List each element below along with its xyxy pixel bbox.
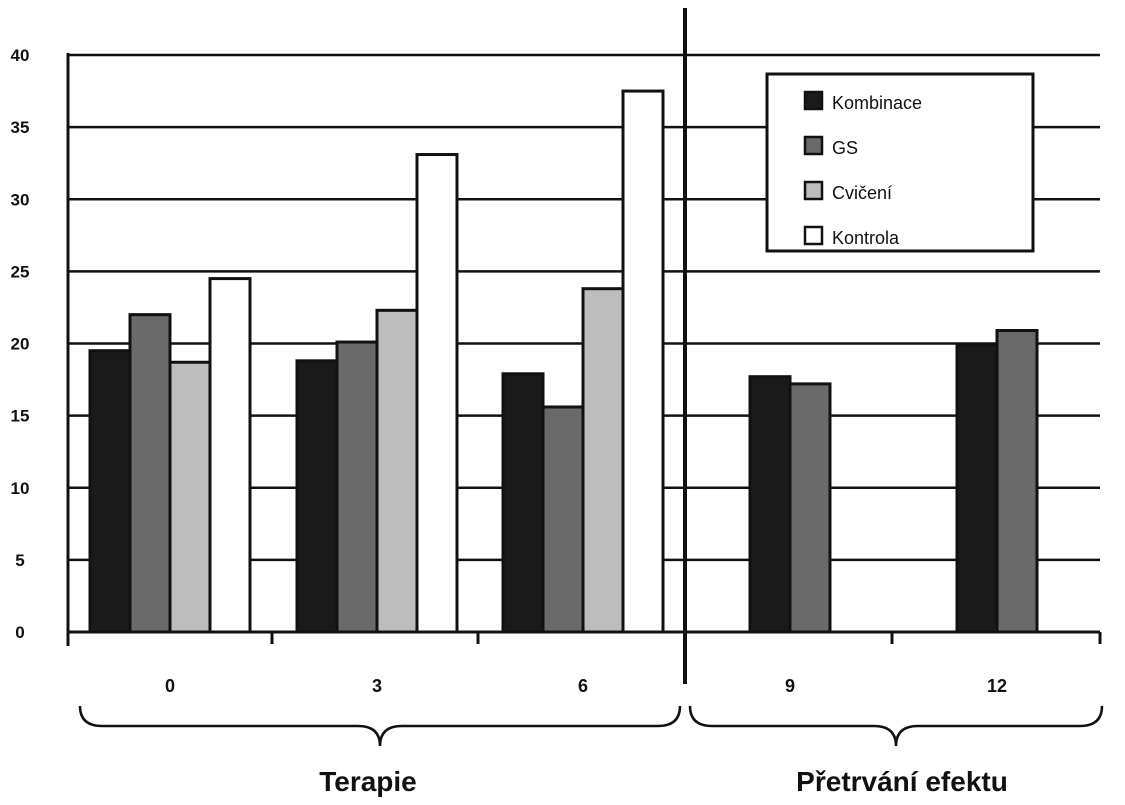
x-tick-label: 6 [578, 676, 588, 696]
bar-kombinace-0 [88, 349, 132, 634]
category-groups: Terapie Přetrvání efektu [78, 705, 1104, 797]
bar-kombinace-3 [295, 359, 339, 634]
bar-kontrola-6 [621, 89, 665, 634]
y-tick-label: 30 [11, 190, 30, 209]
group-brace [78, 705, 682, 747]
group-label: Terapie [319, 766, 417, 797]
x-tick-label: 12 [987, 676, 1007, 696]
bar-cvi-en--3 [375, 308, 419, 634]
bar-gs-3 [335, 340, 379, 634]
group-label: Přetrvání efektu [796, 766, 1008, 797]
y-tick-label: 10 [11, 479, 30, 498]
legend-label: Kontrola [832, 228, 900, 248]
bar-kombinace-6 [501, 372, 545, 634]
bar-kontrola-0 [208, 277, 252, 634]
bar-kontrola-3 [415, 153, 459, 634]
legend-label: GS [832, 138, 858, 158]
y-tick-label: 0 [15, 623, 24, 642]
y-tick-label: 5 [15, 551, 24, 570]
legend-swatch [803, 90, 824, 111]
x-tick-label: 3 [372, 676, 382, 696]
x-tick-label: 0 [165, 676, 175, 696]
bar-kombinace-12 [955, 343, 999, 634]
y-tick-label: 20 [11, 335, 30, 354]
x-tick-label: 9 [785, 676, 795, 696]
bars [88, 89, 1039, 634]
axes: 0 5 10 15 20 25 30 35 40 0 3 6 9 12 [11, 8, 1102, 696]
bar-gs-6 [541, 405, 585, 634]
legend-swatch [803, 180, 824, 201]
legend: Kombinace GS Cvičení Kontrola [765, 72, 1035, 253]
bar-cvi-en--6 [581, 287, 625, 634]
group-brace [688, 705, 1104, 747]
y-tick-label: 25 [11, 262, 30, 281]
legend-swatch [803, 225, 824, 246]
legend-label: Kombinace [832, 93, 922, 113]
bar-gs-12 [995, 329, 1039, 634]
bar-cvi-en--0 [168, 360, 212, 634]
legend-label: Cvičení [832, 183, 892, 203]
y-tick-label: 40 [11, 46, 30, 65]
legend-swatch [803, 135, 824, 156]
y-tick-label: 15 [11, 407, 30, 426]
y-tick-label: 35 [11, 118, 30, 137]
bar-gs-0 [128, 313, 172, 634]
bar-gs-9 [788, 382, 832, 634]
bar-kombinace-9 [748, 375, 792, 634]
